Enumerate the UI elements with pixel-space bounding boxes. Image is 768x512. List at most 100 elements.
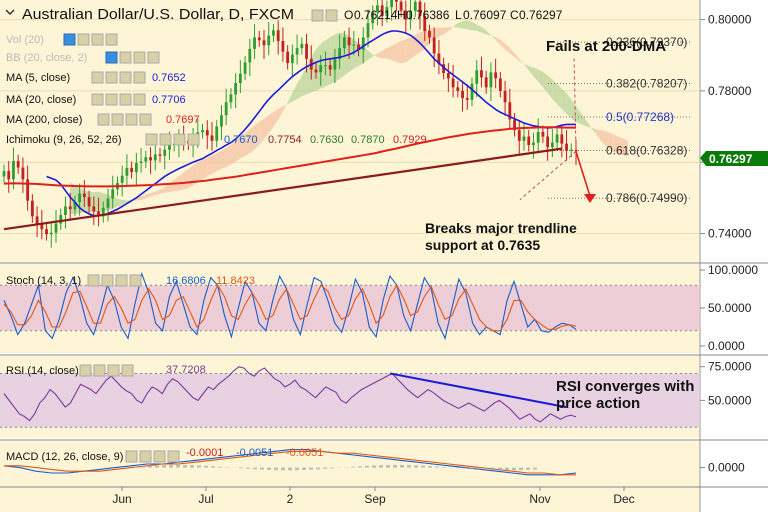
lock-icon[interactable] (91, 33, 104, 46)
ohlc-high-value: 0.76386 (406, 8, 450, 22)
candle-body (92, 206, 96, 212)
candle-body (300, 43, 304, 49)
close-icon[interactable] (139, 113, 152, 126)
candle-body (26, 179, 30, 201)
cloud-segment (145, 193, 151, 199)
candle-body (361, 37, 365, 50)
lock-icon[interactable] (133, 51, 146, 64)
macd-histogram-bar (477, 467, 481, 470)
close-icon[interactable] (147, 51, 160, 64)
eye-icon[interactable] (145, 133, 158, 146)
cloud-segment (386, 45, 392, 60)
cloud-segment (571, 99, 576, 122)
macd-histogram-bar (274, 467, 278, 471)
x-axis-label: Sep (364, 492, 386, 506)
axes: 0.800000.780000.760000.74000100.000050.0… (112, 13, 758, 506)
cloud-segment (420, 30, 425, 53)
stoch-axis-label: 100.0000 (708, 263, 758, 277)
price-axis-bg (700, 0, 768, 512)
ma200-label[interactable]: MA (200, close) (6, 114, 82, 126)
bb-label[interactable]: BB (20, close, 2) (6, 52, 87, 64)
gear-icon[interactable] (105, 93, 118, 106)
cloud-segment (457, 21, 463, 29)
cloud-segment (538, 69, 543, 88)
gear-icon[interactable] (105, 71, 118, 84)
candle-body (139, 161, 143, 163)
close-icon[interactable] (121, 364, 134, 377)
close-icon[interactable] (129, 274, 142, 287)
eye-icon[interactable] (105, 51, 118, 64)
lock-icon[interactable] (153, 450, 166, 463)
close-icon[interactable] (187, 133, 200, 146)
gear-icon[interactable] (93, 364, 106, 377)
cloud-segment (226, 144, 231, 168)
macd-pane: MACD (12, 26, close, 9) -0.0001 -0.0051 -0.… (3, 447, 577, 476)
gear-icon[interactable] (139, 450, 152, 463)
cloud-segment (561, 88, 567, 114)
macd-histogram-bar (484, 467, 488, 470)
ichimoku-controls[interactable] (145, 133, 200, 146)
candle-body (257, 37, 261, 41)
eye-icon[interactable] (63, 33, 76, 46)
eye-icon[interactable] (87, 274, 100, 287)
close-icon[interactable] (105, 33, 118, 46)
cloud-segment (377, 50, 383, 59)
eye-icon[interactable] (91, 71, 104, 84)
lock-icon[interactable] (119, 93, 132, 106)
gear-icon[interactable] (119, 51, 132, 64)
lock-icon[interactable] (125, 113, 138, 126)
expand-chevron-icon[interactable] (5, 9, 15, 16)
cloud-segment (254, 121, 260, 150)
macd-histogram-bar (176, 464, 180, 468)
candle-body (352, 44, 356, 46)
lock-icon[interactable] (115, 274, 128, 287)
bb-controls[interactable] (105, 51, 160, 64)
lock-icon[interactable] (107, 364, 120, 377)
ma20-label[interactable]: MA (20, close) (6, 94, 76, 106)
visibility-toggle-icon[interactable] (311, 9, 324, 22)
cloud-segment (453, 23, 458, 28)
close-icon[interactable] (133, 71, 146, 84)
lock-icon[interactable] (173, 133, 186, 146)
candle-body (342, 37, 346, 49)
candle-body (101, 207, 105, 217)
macd-histogram-bar (246, 467, 250, 469)
down-arrow-icon (584, 194, 596, 204)
eye-icon[interactable] (91, 93, 104, 106)
settings-gear-icon[interactable] (325, 9, 338, 22)
eye-icon[interactable] (125, 450, 138, 463)
gear-icon[interactable] (77, 33, 90, 46)
cloud-segment (514, 53, 520, 61)
candle-body (404, 10, 408, 20)
cloud-segment (363, 46, 368, 64)
candle-body (215, 126, 219, 141)
cloud-segment (287, 92, 293, 105)
gear-icon[interactable] (101, 274, 114, 287)
lock-icon[interactable] (119, 71, 132, 84)
ichimoku-label[interactable]: Ichimoku (9, 26, 52, 26) (6, 134, 122, 146)
cloud-segment (613, 134, 619, 154)
gear-icon[interactable] (111, 113, 124, 126)
candle-body (111, 189, 115, 199)
candle-body (465, 98, 469, 100)
macd-histogram-bar (435, 466, 439, 468)
gear-icon[interactable] (159, 133, 172, 146)
eye-icon[interactable] (97, 113, 110, 126)
macd-histogram-bar (393, 464, 397, 468)
macd-histogram-bar (183, 464, 187, 468)
candle-body (569, 149, 573, 151)
ma5-label[interactable]: MA (5, close) (6, 72, 70, 84)
ma20-controls[interactable] (91, 93, 146, 106)
close-icon[interactable] (167, 450, 180, 463)
candle-body (253, 37, 256, 49)
moving-averages (3, 30, 576, 217)
ma5-controls[interactable] (91, 71, 146, 84)
eye-icon[interactable] (79, 364, 92, 377)
close-icon[interactable] (133, 93, 146, 106)
cloud-segment (164, 183, 170, 193)
candle-body (276, 30, 280, 41)
vol-label[interactable]: Vol (20) (6, 34, 44, 46)
cloud-segment (197, 159, 203, 183)
vol-controls[interactable] (63, 33, 118, 46)
ma200-controls[interactable] (97, 113, 152, 126)
